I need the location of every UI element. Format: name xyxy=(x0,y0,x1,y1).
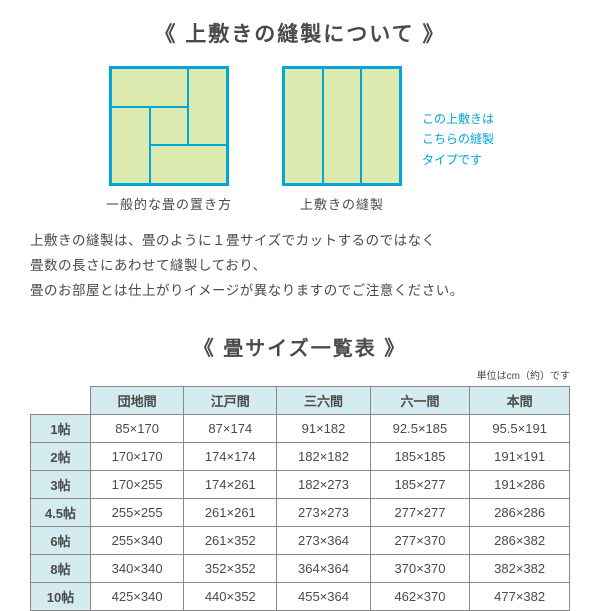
table-cell: 440×352 xyxy=(184,582,277,610)
table-cell: 277×370 xyxy=(370,526,470,554)
table-cell: 286×382 xyxy=(470,526,570,554)
col-header: 六一間 xyxy=(370,386,470,414)
diagram-uwashiki: 上敷きの縫製 xyxy=(282,66,402,213)
table-cell: 170×255 xyxy=(91,470,184,498)
table-cell: 174×261 xyxy=(184,470,277,498)
table-cell: 185×277 xyxy=(370,470,470,498)
table-cell: 425×340 xyxy=(91,582,184,610)
row-header: 3帖 xyxy=(31,470,91,498)
table-cell: 261×261 xyxy=(184,498,277,526)
tatami-layout-standard xyxy=(109,66,229,186)
section-title-sewing: 《 上敷きの縫製について 》 xyxy=(30,18,570,48)
row-header: 8帖 xyxy=(31,554,91,582)
table-cell: 185×185 xyxy=(370,442,470,470)
table-cell: 382×382 xyxy=(470,554,570,582)
table-cell: 182×182 xyxy=(277,442,370,470)
table-cell: 286×286 xyxy=(470,498,570,526)
table-row: 1帖85×17087×17491×18292.5×18595.5×191 xyxy=(31,414,570,442)
desc-line: 畳のお部屋とは仕上がりイメージが異なりますのでご注意ください。 xyxy=(30,279,570,304)
table-cell: 273×273 xyxy=(277,498,370,526)
section-title-size-table: 《 畳サイズ一覧表 》 xyxy=(30,332,570,361)
table-body: 1帖85×17087×17491×18292.5×18595.5×1912帖17… xyxy=(31,414,570,610)
tatami-mat xyxy=(150,107,189,146)
tatami-strip xyxy=(284,68,323,184)
col-header: 本間 xyxy=(470,386,570,414)
table-cell: 455×364 xyxy=(277,582,370,610)
row-header: 4.5帖 xyxy=(31,498,91,526)
tatami-mat xyxy=(111,107,150,184)
desc-line: 畳数の長さにあわせて縫製しており、 xyxy=(30,254,570,279)
row-header: 6帖 xyxy=(31,526,91,554)
table-cell: 340×340 xyxy=(91,554,184,582)
table-cell: 477×382 xyxy=(470,582,570,610)
table-row: 8帖340×340352×352364×364370×370382×382 xyxy=(31,554,570,582)
diagram-caption-uwashiki: 上敷きの縫製 xyxy=(300,194,384,213)
side-note-line: タイプです xyxy=(422,150,494,170)
side-note: この上敷きは こちらの縫製 タイプです xyxy=(422,109,494,170)
col-header: 団地間 xyxy=(91,386,184,414)
table-cell: 91×182 xyxy=(277,414,370,442)
diagrams-row: 一般的な畳の置き方 上敷きの縫製 この上敷きは こちらの縫製 タイプです xyxy=(30,66,570,213)
tatami-mat xyxy=(111,68,188,107)
row-header: 10帖 xyxy=(31,582,91,610)
description-text: 上敷きの縫製は、畳のように１畳サイズでカットするのではなく 畳数の長さにあわせて… xyxy=(30,229,570,304)
col-header: 江戸間 xyxy=(184,386,277,414)
table-cell: 85×170 xyxy=(91,414,184,442)
side-note-line: この上敷きは xyxy=(422,109,494,129)
table-cell: 87×174 xyxy=(184,414,277,442)
table-cell: 92.5×185 xyxy=(370,414,470,442)
table-cell: 174×174 xyxy=(184,442,277,470)
side-note-line: こちらの縫製 xyxy=(422,129,494,149)
table-row: 6帖255×340261×352273×364277×370286×382 xyxy=(31,526,570,554)
table-cell: 191×286 xyxy=(470,470,570,498)
tatami-mat xyxy=(150,145,227,184)
tatami-mat xyxy=(188,68,227,145)
table-row: 10帖425×340440×352455×364462×370477×382 xyxy=(31,582,570,610)
tatami-strip xyxy=(323,68,362,184)
row-header: 1帖 xyxy=(31,414,91,442)
col-header: 三六間 xyxy=(277,386,370,414)
table-row: 4.5帖255×255261×261273×273277×277286×286 xyxy=(31,498,570,526)
table-cell: 255×340 xyxy=(91,526,184,554)
table-cell: 277×277 xyxy=(370,498,470,526)
table-cell: 170×170 xyxy=(91,442,184,470)
table-cell: 255×255 xyxy=(91,498,184,526)
table-cell: 191×191 xyxy=(470,442,570,470)
size-table: 団地間 江戸間 三六間 六一間 本間 1帖85×17087×17491×1829… xyxy=(30,386,570,611)
diagram-caption-standard: 一般的な畳の置き方 xyxy=(106,194,232,213)
table-cell: 364×364 xyxy=(277,554,370,582)
table-header: 団地間 江戸間 三六間 六一間 本間 xyxy=(31,386,570,414)
desc-line: 上敷きの縫製は、畳のように１畳サイズでカットするのではなく xyxy=(30,229,570,254)
table-cell: 95.5×191 xyxy=(470,414,570,442)
diagram-standard-tatami: 一般的な畳の置き方 xyxy=(106,66,232,213)
table-cell: 273×364 xyxy=(277,526,370,554)
table-row: 3帖170×255174×261182×273185×277191×286 xyxy=(31,470,570,498)
table-cell: 182×273 xyxy=(277,470,370,498)
table-cell: 462×370 xyxy=(370,582,470,610)
table-cell: 370×370 xyxy=(370,554,470,582)
tatami-strip xyxy=(361,68,400,184)
unit-note: 単位はcm（約）です xyxy=(30,367,570,382)
table-row: 2帖170×170174×174182×182185×185191×191 xyxy=(31,442,570,470)
tatami-layout-uwashiki xyxy=(282,66,402,186)
table-cell: 352×352 xyxy=(184,554,277,582)
table-cell: 261×352 xyxy=(184,526,277,554)
corner-cell xyxy=(31,386,91,414)
row-header: 2帖 xyxy=(31,442,91,470)
